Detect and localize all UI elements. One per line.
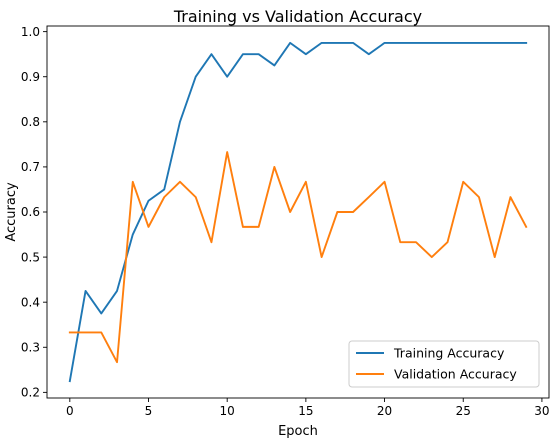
- y-tick-label-0.9: 0.9: [21, 70, 40, 84]
- y-tick-label-0.5: 0.5: [21, 250, 40, 264]
- y-tick-label-0.7: 0.7: [21, 160, 40, 174]
- y-tick-label-0.4: 0.4: [21, 295, 40, 309]
- x-tick-label-20: 20: [377, 404, 392, 418]
- chart-title: Training vs Validation Accuracy: [173, 7, 422, 26]
- y-tick-label-1.0: 1.0: [21, 25, 40, 39]
- validation-accuracy-legend-label: Validation Accuracy: [394, 367, 517, 382]
- y-tick-label-0.8: 0.8: [21, 115, 40, 129]
- legend: Training Accuracy Validation Accuracy: [348, 340, 540, 388]
- x-tick-label-10: 10: [220, 404, 235, 418]
- x-tick-label-25: 25: [456, 404, 471, 418]
- training-accuracy-legend-label: Training Accuracy: [393, 346, 505, 361]
- x-tick-label-5: 5: [145, 404, 153, 418]
- legend-box: [348, 340, 540, 388]
- x-tick-label-15: 15: [298, 404, 313, 418]
- x-tick-label-0: 0: [66, 404, 74, 418]
- validation-accuracy-line: [68, 151, 528, 364]
- y-axis-label: Accuracy: [4, 182, 19, 242]
- plot-area: 0 5 10 15 20 25 30 0.2 0.3 0.4 0.5 0.6 0.7 0.8 0.9 1.0: [21, 25, 550, 418]
- y-tick-label-0.2: 0.2: [21, 386, 40, 400]
- training-accuracy-line: [68, 41, 528, 383]
- x-tick-label-30: 30: [534, 404, 549, 418]
- x-axis-label: Epoch: [278, 424, 318, 439]
- y-tick-label-0.3: 0.3: [21, 340, 40, 354]
- y-tick-label-0.6: 0.6: [21, 205, 40, 219]
